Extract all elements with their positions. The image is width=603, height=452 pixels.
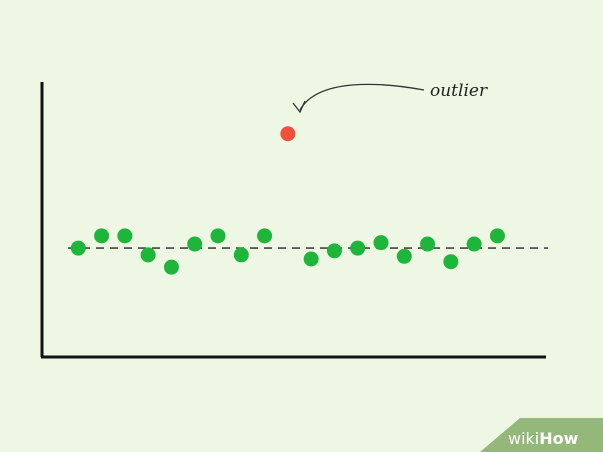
data-point [373,235,389,251]
watermark-suffix: How [539,429,578,448]
data-point [140,247,156,263]
data-point [443,254,459,270]
data-point [396,248,412,264]
arrow-head-icon [292,100,306,114]
data-point [326,243,342,259]
outlier-point [280,126,296,142]
annotation-arrow [299,83,425,111]
data-points [70,126,505,275]
data-point [350,240,366,256]
data-point [257,228,273,244]
data-point [303,251,319,267]
data-point [210,228,226,244]
data-point [420,236,436,252]
data-point [233,247,249,263]
data-point [489,228,505,244]
data-point [70,240,86,256]
data-point [94,228,110,244]
data-point [117,228,133,244]
watermark-prefix: wiki [508,429,539,448]
data-point [466,236,482,252]
data-point [163,259,179,275]
annotation-label: outlier [430,81,488,101]
watermark-badge [480,418,603,452]
data-point [187,236,203,252]
watermark-text: wikiHow [508,429,579,448]
watermark: wikiHow [480,418,603,452]
